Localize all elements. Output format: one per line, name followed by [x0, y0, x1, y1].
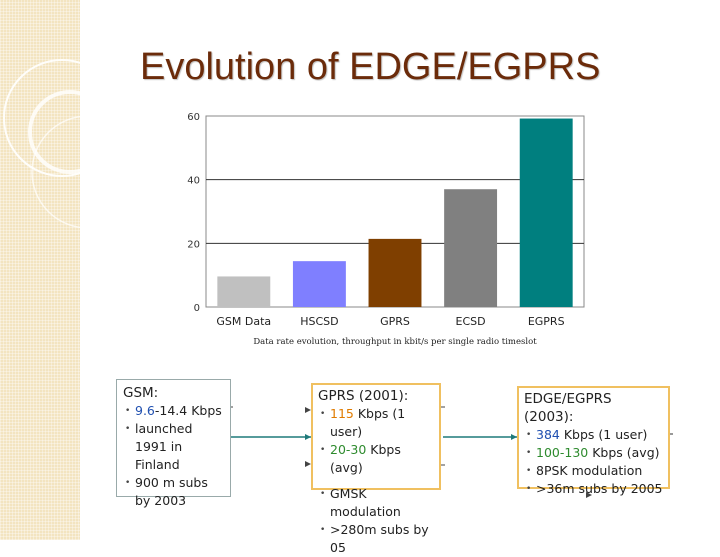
decorative-circles [3, 59, 140, 229]
chart-bar-gprs [368, 238, 422, 307]
chart-y-tick-label: 20 [187, 239, 200, 250]
chart-x-tick-label: GSM Data [216, 315, 271, 328]
chart-y-tick-label: 0 [194, 303, 200, 314]
bullet-text: 900 m subs by 2003 [135, 475, 208, 508]
chart-bar-gsm-data [217, 276, 271, 307]
bullet-item: >36m subs by 2005 [524, 480, 663, 498]
gprs-bullet-list-2: GMSK modulation>280m subs by 05 [318, 485, 434, 557]
bullet-item: 100-130 Kbps (avg) [524, 444, 663, 462]
chart-bar-hscsd [292, 261, 346, 307]
bullet-text: Kbps (avg) [330, 442, 401, 475]
chart-bars [217, 118, 573, 308]
gprs-bullet-list: 115 Kbps (1 user)20-30 Kbps (avg) [318, 405, 434, 477]
bullet-item: GMSK modulation [318, 485, 434, 521]
chart-x-labels: GSM Data HSCSD GPRS ECSD EGPRS [216, 315, 564, 328]
bullet-item: 8PSK modulation [524, 462, 663, 480]
edge-info-box: EDGE/EGPRS (2003): 384 Kbps (1 user)100-… [517, 386, 670, 498]
bullet-item: 900 m subs by 2003 [123, 474, 224, 510]
chart-x-tick-label: GPRS [380, 315, 410, 328]
bullet-text: 8PSK modulation [536, 463, 643, 478]
bullet-item: >280m subs by 05 [318, 521, 434, 557]
chart-x-tick-label: ECSD [456, 315, 486, 328]
gsm-bullet-list: 9.6-14.4 Kbpslaunched 1991 in Finland900… [123, 402, 224, 510]
chart-x-tick-label: HSCSD [300, 315, 338, 328]
gsm-info-box: GSM: 9.6-14.4 Kbpslaunched 1991 in Finla… [116, 379, 231, 508]
bullet-text: GMSK modulation [330, 486, 401, 519]
bullet-text: 20-30 [330, 442, 367, 457]
edge-heading: EDGE/EGPRS (2003): [524, 391, 612, 425]
bar-chart: 0 20 40 60 GSM Data HSCSD GPRS ECSD EGPRS Data … [187, 112, 585, 347]
bullet-text: 100-130 [536, 445, 589, 460]
connector-lines [229, 406, 673, 498]
chart-bar-ecsd [444, 189, 498, 307]
gsm-heading: GSM: [123, 385, 159, 401]
bullet-item: 115 Kbps (1 user) [318, 405, 434, 441]
decorative-side-strip [0, 0, 80, 540]
bullet-item: 384 Kbps (1 user) [524, 426, 663, 444]
chart-y-tick-label: 60 [187, 112, 200, 123]
bullet-text: Kbps (1 user) [330, 406, 406, 439]
bullet-text: Kbps (avg) [588, 445, 660, 460]
chart-x-tick-label: EGPRS [528, 315, 565, 328]
bullet-item: 20-30 Kbps (avg) [318, 441, 434, 477]
bullet-text: -14.4 Kbps [154, 403, 222, 418]
bullet-text: 384 [536, 427, 560, 442]
bullet-text: >36m subs by 2005 [536, 481, 663, 496]
gprs-heading: GPRS (2001): [318, 388, 409, 404]
slide-title: Evolution of EDGE/EGPRS [140, 46, 601, 88]
edge-bullet-list: 384 Kbps (1 user)100-130 Kbps (avg)8PSK … [524, 426, 663, 498]
bullet-text: >280m subs by 05 [330, 522, 429, 555]
chart-y-ticks: 0 20 40 60 [187, 112, 200, 314]
bullet-text: 9.6 [135, 403, 155, 418]
chart-bar-egprs [519, 118, 573, 308]
bullet-text: Kbps (1 user) [559, 427, 648, 442]
gprs-info-box: GPRS (2001): 115 Kbps (1 user)20-30 Kbps… [311, 383, 441, 555]
bullet-item: 9.6-14.4 Kbps [123, 402, 224, 420]
chart-x-axis-title: Data rate evolution, throughput in kbit/… [253, 337, 537, 347]
bullet-text: 115 [330, 406, 354, 421]
chart-y-tick-label: 40 [187, 176, 200, 187]
bullet-text: launched 1991 in Finland [135, 421, 193, 472]
bullet-item: launched 1991 in Finland [123, 420, 224, 474]
